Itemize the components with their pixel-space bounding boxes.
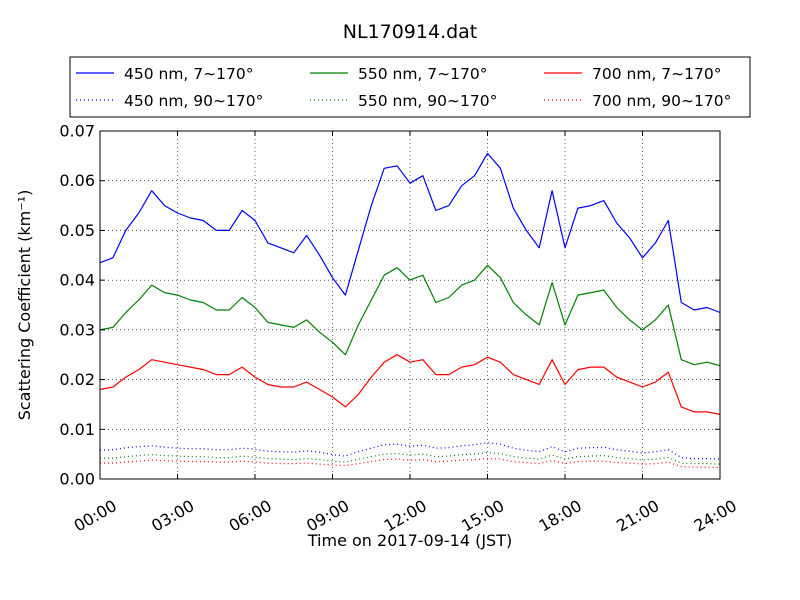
y-tick-label: 0.00 [59, 470, 95, 489]
y-tick-label: 0.02 [59, 370, 95, 389]
y-tick-label: 0.06 [59, 171, 95, 190]
x-axis-title: Time on 2017-09-14 (JST) [307, 531, 512, 550]
series-line-2 [99, 442, 721, 460]
legend-label: 450 nm, 7∼170° [124, 65, 253, 83]
y-tick-label: 0.05 [59, 221, 95, 240]
legend: 450 nm, 7∼170° 550 nm, 7∼170° 700 nm, 7∼17… [69, 56, 751, 118]
legend-label: 550 nm, 90∼170° [358, 92, 497, 110]
series-line-1 [99, 152, 721, 314]
x-tick-label: 09:00 [303, 496, 352, 536]
x-tick-label: 00:00 [71, 496, 120, 536]
ticks: 00:00 03:00 06:00 09:00 12:00 15:00 18:00 21:00… [59, 122, 740, 536]
x-tick-label: 24:00 [691, 496, 740, 536]
chart-title: NL170914.dat [343, 21, 478, 43]
x-tick-label: 06:00 [226, 496, 275, 536]
series-line-3 [99, 264, 721, 367]
y-axis-title: Scattering Coefficient (km⁻¹) [15, 190, 34, 421]
y-tick-label: 0.04 [59, 271, 95, 290]
legend-label: 700 nm, 7∼170° [592, 65, 721, 83]
x-tick-label: 03:00 [148, 496, 197, 536]
legend-box [69, 56, 751, 118]
series-line-4 [100, 452, 721, 465]
legend-label: 550 nm, 7∼170° [358, 65, 487, 83]
x-tick-label: 12:00 [381, 496, 430, 536]
y-tick-label: 0.01 [59, 420, 95, 439]
series-line-5 [99, 354, 721, 415]
legend-label: 450 nm, 90∼170° [124, 92, 263, 110]
y-tick-label: 0.07 [59, 122, 95, 141]
x-tick-label: 15:00 [458, 496, 507, 536]
y-tick-label: 0.03 [59, 320, 95, 339]
legend-label: 700 nm, 90∼170° [592, 92, 731, 110]
x-tick-label: 18:00 [536, 496, 585, 536]
series-group [99, 152, 721, 469]
x-tick-label: 21:00 [613, 496, 662, 536]
